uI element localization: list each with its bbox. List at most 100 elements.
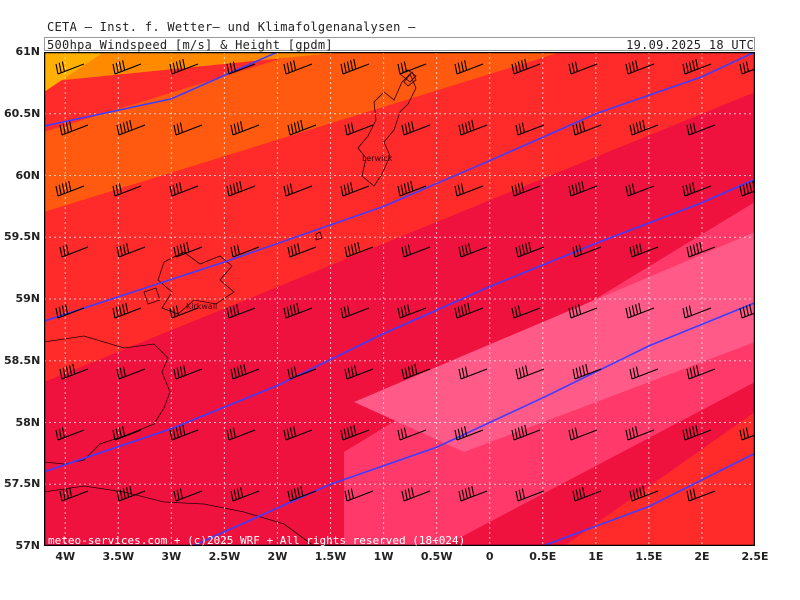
height-contour-2 bbox=[44, 178, 755, 473]
wind-barb-11 bbox=[682, 58, 712, 75]
y-tick-label: 59N bbox=[15, 292, 40, 305]
wind-barb-4 bbox=[283, 60, 313, 75]
wind-barb-77 bbox=[169, 424, 199, 441]
wind-barb-30 bbox=[340, 182, 370, 197]
wind-barb-7 bbox=[454, 60, 484, 75]
x-tick-label: 2.5E bbox=[741, 550, 769, 563]
wind-barb-35 bbox=[625, 183, 655, 197]
y-tick-label: 57.5N bbox=[4, 477, 41, 491]
wind-barb-53 bbox=[226, 304, 256, 319]
map-frame bbox=[44, 52, 755, 546]
wind-barb-10 bbox=[625, 60, 655, 75]
wind-barb-61 bbox=[682, 305, 712, 319]
wind-barb-73 bbox=[629, 366, 659, 380]
wind-barb-1 bbox=[112, 60, 142, 75]
wind-barb-42 bbox=[287, 243, 317, 258]
wind-barb-76 bbox=[112, 426, 142, 441]
wind-barbs bbox=[55, 58, 755, 502]
wind-barb-44 bbox=[401, 244, 431, 258]
wind-barb-20 bbox=[458, 119, 488, 136]
speed-band-6 bbox=[44, 52, 104, 92]
wind-barb-15 bbox=[173, 122, 203, 136]
y-tick-label: 60.5N bbox=[4, 106, 41, 120]
x-tick-label: 1.5E bbox=[635, 550, 663, 563]
wind-barb-71 bbox=[515, 365, 545, 380]
wind-barb-8 bbox=[511, 58, 541, 75]
speed-band-4 bbox=[44, 52, 562, 212]
x-tick-label: 2W bbox=[267, 550, 288, 563]
wind-barb-38 bbox=[59, 244, 89, 258]
x-tick-label: 1E bbox=[588, 550, 604, 563]
x-tick-label: 1W bbox=[373, 550, 394, 563]
wind-barb-89 bbox=[116, 485, 146, 502]
x-tick-label: 0.5W bbox=[420, 550, 453, 563]
speed-band-2 bbox=[354, 232, 755, 452]
wind-barb-41 bbox=[230, 244, 260, 258]
wind-barb-67 bbox=[287, 366, 317, 380]
wind-barb-56 bbox=[397, 304, 427, 319]
wind-barb-39 bbox=[116, 243, 146, 258]
wind-barb-9 bbox=[568, 61, 598, 75]
wind-barb-63 bbox=[59, 363, 89, 380]
wind-barb-19 bbox=[401, 121, 431, 136]
wind-barb-47 bbox=[572, 244, 602, 258]
lat-lon-grid bbox=[44, 52, 755, 546]
wind-barb-88 bbox=[59, 487, 89, 502]
wind-barb-43 bbox=[344, 241, 374, 258]
speed-bands bbox=[44, 52, 755, 546]
y-tick-label: 60N bbox=[15, 168, 40, 182]
wind-barb-21 bbox=[515, 122, 545, 136]
wind-barb-46 bbox=[515, 241, 545, 258]
wind-barb-80 bbox=[340, 424, 370, 441]
wind-barb-36 bbox=[682, 182, 712, 197]
credit-text: meteo-services.com + (c)2025 WRF + All r… bbox=[48, 534, 466, 547]
wind-barb-82 bbox=[454, 426, 484, 441]
wind-barb-81 bbox=[397, 427, 427, 441]
wind-barb-54 bbox=[283, 302, 313, 319]
x-tick-label: 0.5E bbox=[529, 550, 557, 563]
wind-barb-96 bbox=[515, 488, 545, 502]
wind-barb-55 bbox=[340, 305, 370, 319]
y-tick-label: 58.5N bbox=[4, 353, 41, 367]
wind-barb-58 bbox=[511, 305, 541, 319]
y-tick-label: 57N bbox=[15, 539, 40, 552]
wind-barb-95 bbox=[458, 485, 488, 502]
wind-barb-16 bbox=[230, 121, 260, 136]
wind-barb-22 bbox=[572, 121, 602, 136]
wind-barb-78 bbox=[226, 427, 256, 441]
wind-barb-65 bbox=[173, 365, 203, 380]
wind-barb-3 bbox=[226, 61, 256, 75]
wind-barb-14 bbox=[116, 119, 146, 136]
wind-barb-13 bbox=[59, 121, 89, 136]
valid-time: 19.09.2025 18 UTC bbox=[626, 38, 754, 52]
wind-barb-60 bbox=[625, 302, 655, 319]
wind-barb-98 bbox=[629, 485, 659, 502]
wind-barb-31 bbox=[397, 180, 427, 197]
wind-barb-48 bbox=[629, 243, 659, 258]
wind-barb-17 bbox=[287, 119, 317, 136]
wind-barb-87 bbox=[739, 427, 755, 441]
wind-barb-27 bbox=[169, 182, 199, 197]
wind-barb-24 bbox=[686, 122, 716, 136]
wind-barb-18 bbox=[344, 122, 374, 136]
wind-barb-62 bbox=[739, 304, 755, 319]
wind-barb-33 bbox=[511, 182, 541, 197]
wind-barb-85 bbox=[625, 426, 655, 441]
field-label: 500hpa Windspeed [m/s] & Height [gpdm] bbox=[47, 38, 333, 52]
wind-barb-86 bbox=[682, 424, 712, 441]
wind-barb-83 bbox=[511, 424, 541, 441]
wind-barb-75 bbox=[55, 427, 85, 441]
header-box bbox=[44, 37, 755, 51]
x-tick-label: 3W bbox=[161, 550, 182, 563]
wind-barb-29 bbox=[283, 183, 313, 197]
x-tick-label: 2E bbox=[694, 550, 710, 563]
wind-barb-69 bbox=[401, 363, 431, 380]
wind-barb-5 bbox=[340, 58, 370, 75]
x-tick-label: 1.5W bbox=[314, 550, 347, 563]
y-tick-label: 59.5N bbox=[4, 230, 41, 244]
wind-barb-6 bbox=[397, 61, 427, 75]
x-tick-label: 3.5W bbox=[102, 550, 135, 563]
chart-title: CETA — Inst. f. Wetter— und Klimafolgena… bbox=[47, 20, 416, 34]
y-tick-label: 58N bbox=[15, 415, 40, 429]
place-kirkwall: Kirkwall bbox=[186, 302, 218, 311]
